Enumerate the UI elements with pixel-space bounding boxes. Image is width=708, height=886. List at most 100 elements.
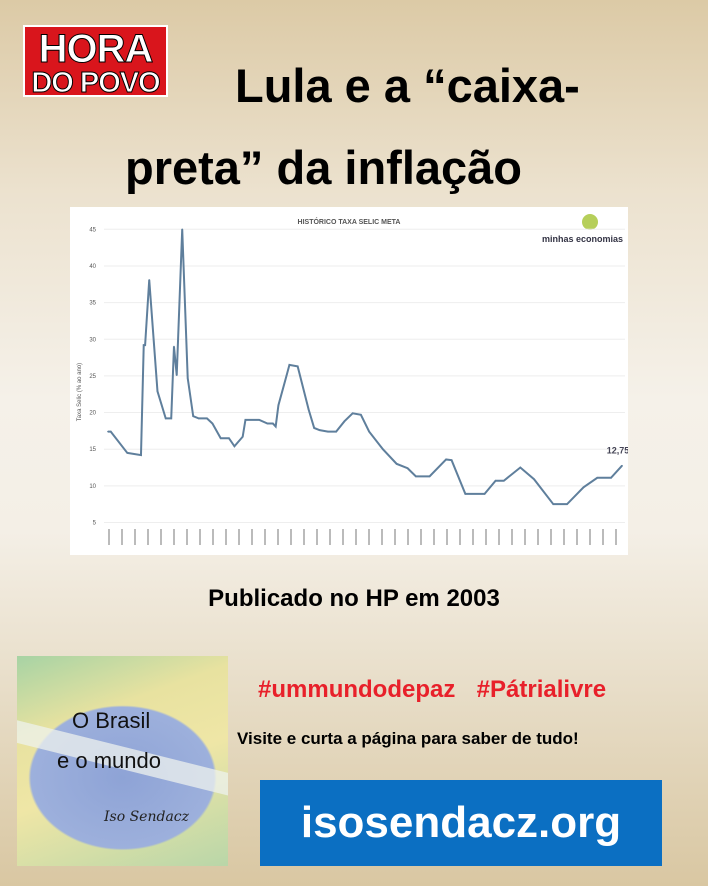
x-tick-label (329, 529, 331, 545)
data-point (296, 365, 299, 368)
data-point (566, 503, 568, 505)
data-point (368, 430, 370, 433)
image-line-2: e o mundo (57, 748, 161, 773)
page-title: Lula e a “caixa-preta” da inflação (125, 59, 580, 194)
data-point (197, 417, 200, 420)
data-point (313, 427, 315, 429)
data-point (206, 417, 208, 420)
data-point (610, 476, 612, 479)
logo-line-1: HORA (38, 27, 154, 71)
data-point (241, 435, 244, 438)
chart-svg: HISTÓRICO TAXA SELIC META Taxa Selic (% … (77, 214, 629, 545)
hora-do-povo-logo: HORA DO POVO (23, 25, 168, 99)
caption: Publicado no HP em 2003 (208, 585, 500, 612)
x-tick-label (485, 529, 487, 545)
o-brasil-e-o-mundo-image[interactable]: O Brasil e o mundo Iso Sendacz (17, 656, 228, 866)
data-point (285, 374, 288, 376)
data-point (272, 422, 274, 425)
y-tick-label: 10 (89, 484, 96, 490)
series-line (108, 229, 623, 506)
x-tick-label (381, 529, 383, 545)
x-tick-label (563, 529, 565, 545)
data-point (140, 454, 142, 456)
data-point (483, 493, 486, 495)
last-value-label: 12,75 (607, 446, 628, 456)
data-point (258, 419, 260, 421)
y-tick-label: 15 (89, 447, 96, 453)
data-point (277, 404, 280, 407)
x-tick-label (160, 529, 162, 545)
x-tick-label (147, 529, 149, 545)
y-axis-label: Taxa Selic (% ao ano) (77, 363, 83, 421)
visit-text: Visite e curta a página para saber de tu… (237, 729, 579, 748)
data-point (274, 425, 277, 428)
x-tick-label (316, 529, 318, 545)
selic-chart: HISTÓRICO TAXA SELIC META Taxa Selic (% … (70, 207, 629, 555)
data-point (244, 419, 247, 421)
x-tick-label (615, 529, 617, 545)
data-point (450, 459, 453, 461)
x-tick-label (121, 529, 123, 545)
chart-title: HISTÓRICO TAXA SELIC META (298, 217, 401, 226)
x-tick-label (459, 529, 461, 545)
data-point (621, 464, 623, 467)
site-link-button[interactable]: isosendacz.org (260, 780, 662, 866)
data-point (142, 344, 145, 346)
x-tick-label (576, 529, 578, 545)
x-tick-label (108, 529, 110, 545)
data-point (288, 364, 291, 366)
x-tick-label (355, 529, 357, 545)
data-point (148, 279, 151, 281)
data-point (107, 430, 109, 433)
x-tick-label (537, 529, 539, 545)
brand-logo: minhas economias (542, 214, 623, 244)
data-point (211, 422, 214, 425)
data-point (109, 430, 112, 433)
x-tick-label (134, 529, 136, 545)
brand-icon (582, 214, 598, 230)
y-tick-label: 30 (89, 337, 96, 343)
image-line-1: O Brasil (72, 708, 151, 733)
data-point (503, 479, 505, 482)
data-point (445, 458, 447, 461)
x-tick-label (602, 529, 604, 545)
data-point (318, 429, 321, 431)
data-point (219, 437, 222, 440)
logo-line-2: DO POVO (31, 67, 161, 99)
data-point (582, 486, 585, 489)
x-tick-label (342, 529, 344, 545)
x-tick-label (524, 529, 526, 545)
data-point (327, 430, 329, 433)
x-tick-label (277, 529, 279, 545)
data-point (170, 417, 173, 420)
x-tick-label (199, 529, 201, 545)
y-tick-label: 25 (89, 374, 96, 380)
data-point (351, 412, 354, 415)
data-point (533, 478, 535, 481)
signature: Iso Sendacz (104, 809, 190, 825)
x-tick-label (251, 529, 253, 545)
data-point (395, 463, 398, 465)
x-tick-label (550, 529, 552, 545)
x-tick-label (225, 529, 227, 545)
hashtags: #ummundodepaz #Pátrialivre (258, 676, 607, 703)
data-point (415, 475, 417, 478)
data-point (494, 479, 497, 482)
data-point (343, 420, 346, 423)
y-tick-label: 40 (89, 264, 96, 270)
x-tick-label (498, 529, 500, 545)
x-tick-label (212, 529, 214, 545)
x-tick-label (407, 529, 409, 545)
x-tick-label (589, 529, 591, 545)
x-tick-label (472, 529, 474, 545)
brand-text: minhas economias (542, 234, 623, 244)
data-point (596, 476, 599, 479)
x-tick-label (264, 529, 266, 545)
x-tick-label (433, 529, 435, 545)
data-point (335, 430, 337, 433)
data-point (228, 437, 230, 440)
data-point (156, 390, 159, 393)
x-tick-label (394, 529, 396, 545)
data-point (428, 475, 431, 478)
data-point (382, 448, 384, 450)
